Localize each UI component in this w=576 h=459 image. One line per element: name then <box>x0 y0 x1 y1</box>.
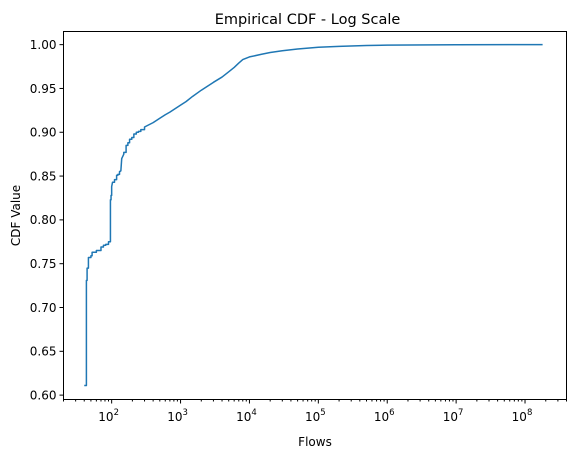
y-axis-label: CDF Value <box>9 185 23 246</box>
y-tick-label: 0.85 <box>30 169 57 183</box>
x-axis-label: Flows <box>298 435 332 449</box>
y-tick-label: 0.75 <box>30 257 57 271</box>
x-tick-label: 105 <box>305 408 326 424</box>
x-tick-label: 102 <box>98 408 119 424</box>
x-tick-label: 104 <box>236 408 257 424</box>
y-tick-label: 0.70 <box>30 301 57 315</box>
y-tick-label: 0.90 <box>30 126 57 140</box>
y-tick-label: 0.65 <box>30 345 57 359</box>
x-tick-label: 107 <box>443 408 464 424</box>
x-tick-label: 108 <box>512 408 533 424</box>
cdf-series-line-0 <box>84 43 543 387</box>
y-tick-label: 0.80 <box>30 213 57 227</box>
x-tick-label: 106 <box>374 408 395 424</box>
y-tick-label: 0.60 <box>30 388 57 402</box>
y-axis: 0.60 0.65 0.70 0.75 0.80 0.85 0.90 0.95 1.00 <box>30 38 64 402</box>
plot-frame <box>63 31 567 400</box>
y-tick-label: 1.00 <box>30 38 57 52</box>
plot-area <box>84 43 543 387</box>
x-tick-label: 103 <box>167 408 188 424</box>
y-tick-label: 0.95 <box>30 82 57 96</box>
chart-title: Empirical CDF - Log Scale <box>215 12 401 28</box>
x-axis: 102 103 104 105 106 107 108 <box>63 399 567 424</box>
